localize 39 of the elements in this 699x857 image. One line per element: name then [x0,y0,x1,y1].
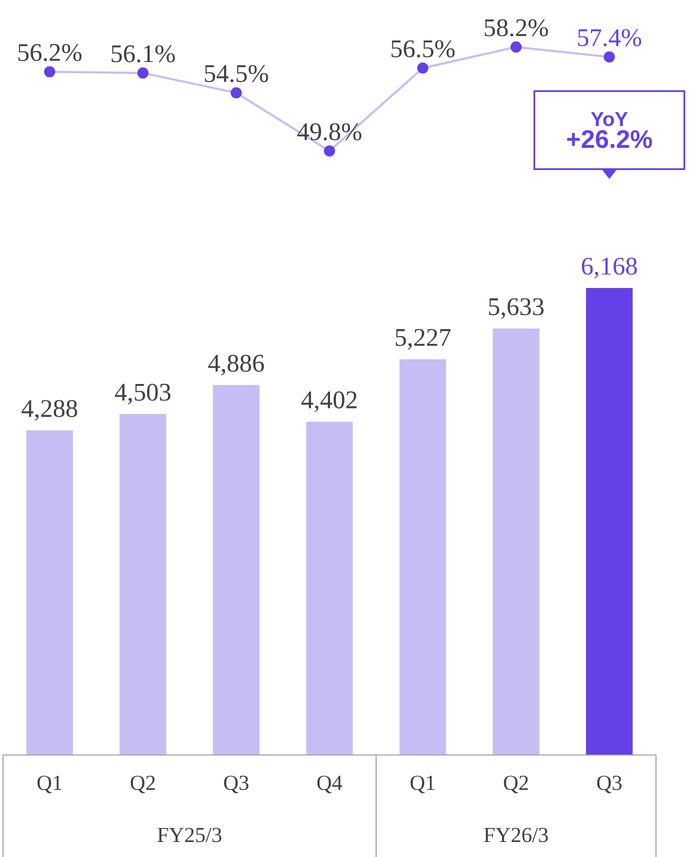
bar [306,422,353,755]
data-label: 4,503 [114,384,170,404]
bar [120,414,166,755]
x-tick-label: Q4 [317,776,342,794]
annotation: YoY [590,112,628,126]
bar [586,288,633,755]
data-label: 5,633 [489,298,544,319]
point [44,66,56,78]
data-label: 54.5% [204,65,268,82]
point [137,67,149,79]
text: FY25/3 [158,828,222,842]
x-tick-label: Q3 [224,776,248,794]
x-tick-label: Q1 [37,776,62,794]
annotation: +26.2% [567,130,652,148]
x-tick-label: Q2 [504,776,528,794]
bar [399,359,446,755]
point [417,62,428,74]
bar [26,430,73,755]
point [230,87,242,98]
data-label: 5,227 [396,328,451,350]
data-label: 4,402 [301,391,357,412]
point [510,41,522,53]
data-label: 57.4% [578,29,642,46]
text: FY26/3 [484,828,548,842]
bar [212,385,260,755]
data-label: 4,886 [208,354,264,376]
data-label: 4,288 [22,400,78,421]
bar [492,328,540,755]
data-label: 49.8% [297,123,362,140]
point [324,145,336,157]
data-label: 56.2% [18,44,82,62]
data-label: 6,168 [582,258,637,278]
x-tick-label: Q1 [410,776,435,794]
data-label: 56.1% [112,45,175,62]
x-tick-label: Q2 [130,776,155,794]
point [604,51,615,62]
x-tick-label: Q3 [597,776,622,794]
data-label: 56.5% [392,40,455,58]
data-label: 58.2% [484,19,548,36]
